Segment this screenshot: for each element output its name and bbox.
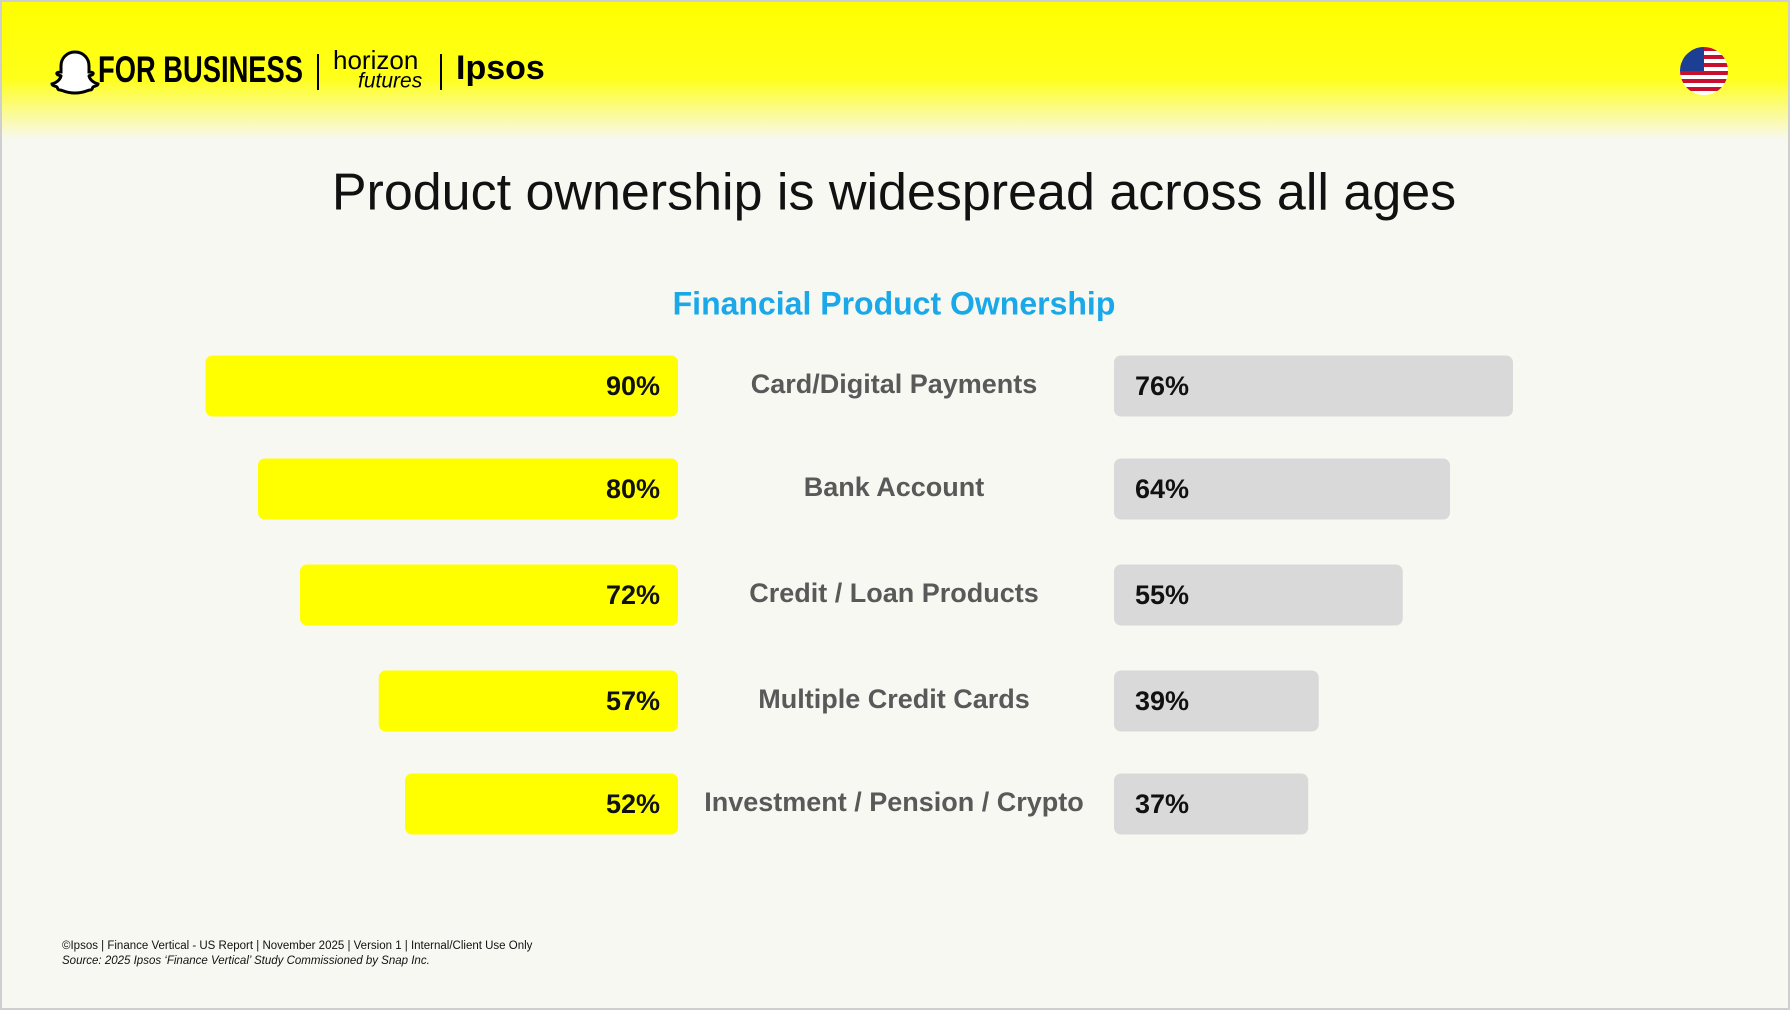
partner-top: horizon — [333, 45, 418, 75]
category-label: Card/Digital Payments — [751, 369, 1038, 399]
value-label: 90% — [606, 371, 660, 401]
partner2: Ipsos — [456, 49, 545, 87]
snap-logo — [50, 50, 100, 95]
bar — [1114, 773, 1309, 835]
value-label: 76% — [1135, 371, 1189, 401]
footer-note: ©Ipsos | Finance Vertical - US Report | … — [62, 940, 533, 952]
chart-title: Product ownership is widespread across a… — [332, 164, 1456, 222]
bar — [405, 773, 678, 835]
category-label: Investment / Pension / Crypto — [704, 787, 1084, 817]
category-label: Bank Account — [804, 472, 985, 502]
partner-bottom: futures — [358, 70, 423, 93]
bar — [300, 564, 678, 626]
category-label: Multiple Credit Cards — [758, 684, 1030, 714]
footer-source: Source: 2025 Ipsos ‘Finance Vertical’ St… — [62, 955, 430, 967]
value-label: 39% — [1135, 686, 1189, 716]
value-label: 57% — [606, 686, 660, 716]
bar — [1114, 670, 1319, 732]
bar — [378, 670, 678, 732]
chart-subtitle: Financial Product Ownership — [673, 285, 1116, 321]
value-label: 52% — [606, 789, 660, 819]
value-label: 55% — [1135, 580, 1189, 610]
bar — [205, 355, 678, 417]
value-label: 72% — [606, 580, 660, 610]
category-label: Credit / Loan Products — [749, 578, 1039, 608]
value-label: 64% — [1135, 474, 1189, 504]
value-label: 37% — [1135, 789, 1189, 819]
value-label: 80% — [606, 474, 660, 504]
bar — [1114, 458, 1450, 520]
bar — [258, 458, 678, 520]
bar — [1114, 355, 1513, 417]
bar — [1114, 564, 1403, 626]
brand: FOR BUSINESS — [98, 49, 303, 90]
header-band — [2, 2, 1788, 140]
us-flag — [1680, 47, 1728, 95]
